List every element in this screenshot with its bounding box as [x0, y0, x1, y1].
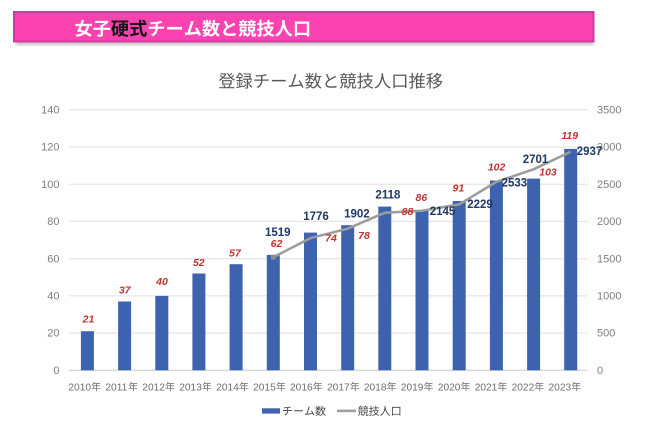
svg-text:2118: 2118: [375, 190, 401, 202]
svg-text:102: 102: [488, 162, 506, 174]
svg-text:2021: 2021: [475, 382, 498, 393]
svg-text:86: 86: [416, 192, 428, 204]
svg-text:78: 78: [358, 230, 370, 242]
svg-text:2937: 2937: [577, 146, 603, 158]
svg-text:37: 37: [119, 285, 132, 297]
svg-text:103: 103: [539, 167, 557, 179]
svg-text:2019: 2019: [401, 382, 424, 393]
svg-text:1500: 1500: [597, 253, 621, 265]
svg-text:60: 60: [47, 253, 59, 265]
svg-text:2018: 2018: [364, 382, 387, 393]
svg-text:21: 21: [82, 313, 95, 325]
svg-text:2000: 2000: [597, 216, 621, 228]
svg-text:88: 88: [402, 206, 414, 218]
svg-text:2701: 2701: [523, 154, 549, 166]
svg-text:57: 57: [229, 247, 242, 259]
svg-text:62: 62: [271, 238, 283, 250]
svg-text:100: 100: [41, 179, 59, 191]
svg-text:2010: 2010: [68, 382, 91, 393]
svg-text:119: 119: [561, 130, 578, 142]
svg-text:2023: 2023: [549, 382, 572, 393]
svg-text:500: 500: [597, 328, 615, 340]
svg-text:120: 120: [41, 142, 59, 154]
svg-text:1519: 1519: [265, 227, 291, 239]
svg-text:2145: 2145: [430, 206, 456, 218]
svg-text:2229: 2229: [467, 199, 493, 211]
svg-text:2016: 2016: [290, 382, 313, 393]
svg-text:3000: 3000: [597, 142, 621, 154]
svg-text:140: 140: [41, 104, 59, 116]
svg-text:20: 20: [47, 328, 59, 340]
svg-text:2500: 2500: [597, 179, 621, 191]
svg-text:52: 52: [193, 257, 205, 269]
svg-text:40: 40: [155, 276, 168, 288]
svg-text:40: 40: [47, 291, 59, 303]
svg-text:2020: 2020: [438, 382, 461, 393]
svg-text:2015: 2015: [253, 382, 276, 393]
svg-text:2014: 2014: [216, 382, 239, 393]
svg-text:1000: 1000: [597, 291, 621, 303]
svg-text:80: 80: [47, 216, 59, 228]
svg-text:0: 0: [597, 365, 603, 377]
svg-text:2533: 2533: [502, 178, 528, 190]
svg-text:0: 0: [53, 365, 59, 377]
svg-text:2017: 2017: [327, 382, 350, 393]
svg-text:1902: 1902: [344, 208, 370, 220]
svg-text:2011: 2011: [105, 382, 127, 393]
svg-text:91: 91: [453, 183, 465, 195]
svg-text:3500: 3500: [597, 104, 621, 116]
svg-text:1776: 1776: [303, 211, 329, 223]
svg-text:2012: 2012: [142, 382, 165, 393]
svg-text:2013: 2013: [179, 382, 202, 393]
svg-text:74: 74: [325, 232, 337, 244]
svg-text:2022: 2022: [512, 382, 535, 393]
